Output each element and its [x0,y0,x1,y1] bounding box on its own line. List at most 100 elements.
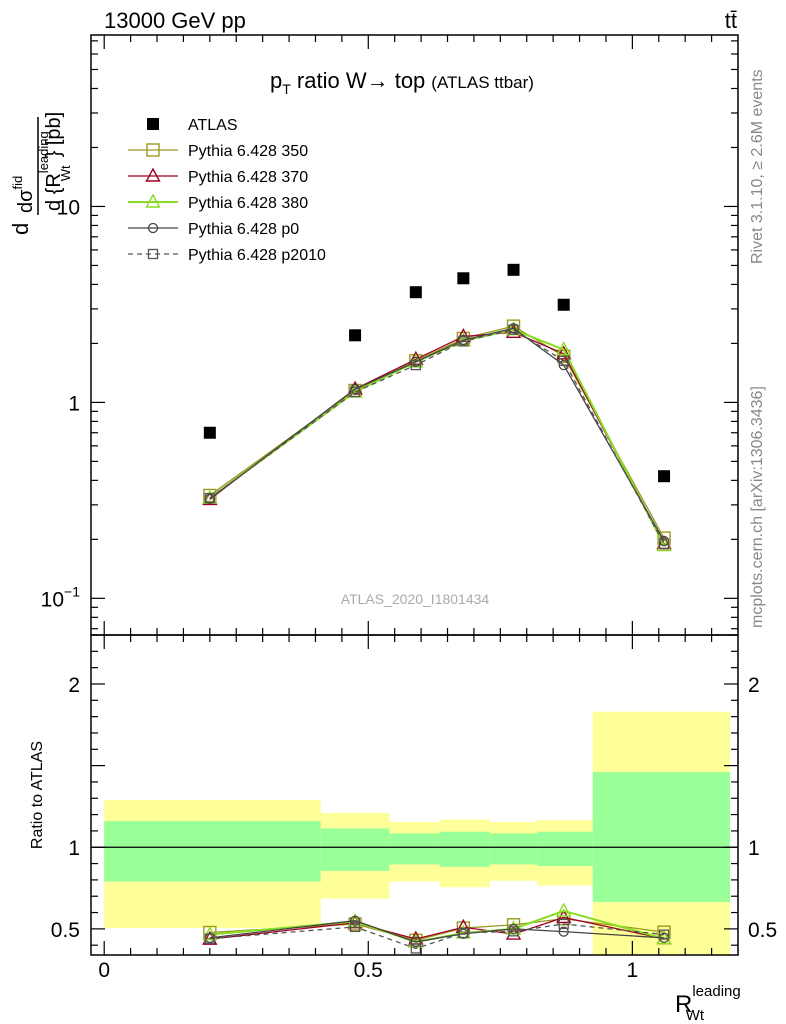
ratio-point-p2010 [508,926,519,937]
mcplots-label: mcplots.cern.ch [arXiv:1306.3436] [749,386,766,628]
series-line-p370 [209,331,665,545]
energy-label: 13000 GeV pp [104,8,246,33]
ratio-point-p380 [556,902,572,917]
data-point-atlas [507,263,520,276]
ratio-point-p2010 [410,943,421,954]
chart-title: pT ratio W→ top (ATLAS ttbar) [270,68,534,97]
data-point-p2010 [349,386,361,398]
legend-marker [147,248,159,260]
ratio-y-tick-label: 1 [68,837,80,860]
ratio-point-p0 [410,936,421,948]
series-p0 [204,323,670,547]
ratio-y-tick-labels: 0.5 0.5 1 1 2 2 [51,674,777,942]
series-line-p0 [209,327,665,542]
legend-label: Pythia 6.428 p2010 [188,247,326,264]
y-tick-label: 10 [57,196,80,219]
rivet-version-label: Rivet 3.1.10, ≥ 2.6M events [749,69,766,264]
ylabel-denominator: d {RleadingWt} [pb] [36,112,73,211]
data-point-atlas [409,286,422,299]
y-tick-label: 1 [68,392,80,415]
legend-label: Pythia 6.428 350 [188,143,308,160]
data-point-p2010 [558,355,569,366]
band-inner [320,828,390,871]
ratio-point-p0 [558,926,569,937]
series-atlas [203,263,671,483]
legend-label: Pythia 6.428 370 [188,169,308,186]
ratio-point-p370 [505,925,522,940]
x-tick-labels: 0 0.5 1 [98,959,638,982]
ratio-point-p2010 [349,921,361,933]
legend-item-p370: Pythia 6.428 370 [128,167,308,186]
ylabel-numerator: d [8,223,33,235]
ratio-point-p2010 [658,929,670,940]
legend-marker [147,222,159,234]
ratio-point-p0 [349,915,361,926]
ratio-frame [90,634,739,956]
ratio-point-p2010 [458,927,469,939]
band-inner [104,821,321,882]
x-tick-label: 1 [627,959,639,982]
ratio-y-axis-label: Ratio to ATLAS [29,741,46,849]
legend-marker [147,118,159,130]
data-point-p2010 [458,336,469,347]
x-tick-label: 0 [98,959,110,982]
series-p370 [202,323,672,550]
ratio-plot-marks [91,711,738,955]
data-point-p370 [556,345,572,360]
band-inner [489,833,538,865]
ratio-y-tick-label-right: 1 [748,837,760,860]
x-tick-label: 0.5 [354,959,383,982]
main-y-tick-labels: 10−1 1 10 [41,196,81,611]
legend-marker [145,193,161,208]
data-point-atlas [457,272,470,285]
band-inner [592,772,730,902]
ratio-line-p2010 [209,923,665,950]
data-point-p380 [556,341,572,356]
uncertainty-bands [104,711,730,955]
ratio-series-p2010 [204,918,670,954]
legend-label: ATLAS [188,117,238,134]
ratio-line-p0 [209,920,665,943]
ratio-line-p380 [209,909,665,943]
ratio-y-tick-label-right: 0.5 [748,919,777,942]
main-axis-ticks [91,35,738,635]
data-point-p2010 [508,324,519,335]
data-point-atlas [203,426,216,439]
analysis-watermark: ATLAS_2020_I1801434 [341,591,490,607]
legend-item-p2010: Pythia 6.428 p2010 [128,247,326,264]
legend-item-atlas: ATLAS [147,117,238,134]
ratio-point-p2010 [558,918,569,930]
series-line-p380 [209,328,665,546]
process-label: tt̄ [725,8,737,33]
data-point-p2010 [658,538,670,549]
ratio-point-p2010 [204,933,215,944]
data-point-p2010 [410,359,421,371]
ratio-panel: 0.5 0.5 1 1 2 2 0 0.5 1 Ratio to ATLAS Rleading… [29,634,777,1024]
legend-marker [146,143,160,157]
series-p380 [202,321,672,552]
data-point-p2010 [204,492,215,504]
ratio-y-tick-label-right: 2 [748,674,760,697]
data-point-atlas [658,470,671,483]
series-p2010 [204,324,670,549]
main-y-axis-label: d dσfid d {RleadingWt} [pb] [8,112,73,235]
y-tick-label: 10−1 [41,583,81,611]
main-panel: 10−1 1 10 pT ratio W→ top (ATLAS ttbar) ATL… [8,34,739,636]
series-line-p2010 [209,329,665,545]
legend-item-p350: Pythia 6.428 350 [128,143,308,160]
legend-item-p0: Pythia 6.428 p0 [128,221,299,238]
ratio-y-tick-label: 2 [68,674,80,697]
ratio-axis-ticks [91,634,738,955]
ylabel-sigma: dσfid [10,176,37,213]
legend-item-p380: Pythia 6.428 380 [128,193,308,212]
band-inner [537,831,593,867]
x-axis-label: Rleading Wt [675,983,741,1024]
band-inner [389,833,440,865]
data-point-atlas [349,329,362,342]
legend-label: Pythia 6.428 380 [188,195,308,212]
band-inner [439,831,490,867]
legend-label: Pythia 6.428 p0 [188,221,299,238]
legend-marker [145,167,161,182]
data-point-atlas [557,298,570,311]
main-plot-marks [202,263,672,552]
